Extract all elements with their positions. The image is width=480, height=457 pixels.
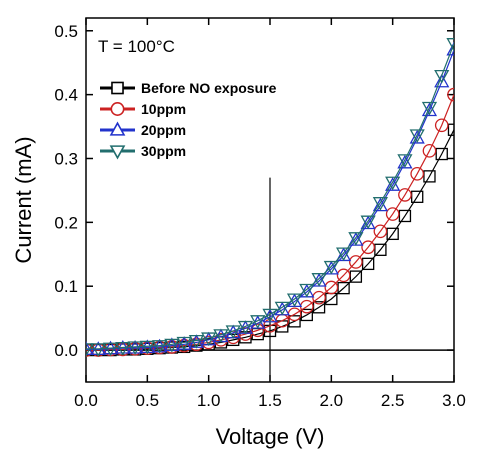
data-point — [374, 243, 387, 256]
data-point — [324, 280, 339, 295]
data-point — [127, 341, 143, 356]
legend-marker — [111, 81, 124, 95]
data-point — [312, 290, 326, 305]
data-point — [398, 209, 412, 223]
data-point — [434, 118, 449, 133]
x-tick-label: 1.5 — [258, 391, 282, 410]
data-point — [360, 215, 376, 230]
data-point — [102, 342, 119, 357]
data-point — [409, 129, 425, 144]
data-point — [397, 154, 413, 168]
data-point — [398, 188, 412, 202]
data-point — [410, 166, 425, 181]
data-point — [385, 176, 401, 191]
legend-item: 10ppm — [100, 101, 186, 117]
y-tick-label: 0.3 — [54, 149, 78, 168]
legend-item: Before NO exposure — [100, 80, 277, 96]
data-point — [263, 318, 277, 333]
x-tick-label: 2.5 — [381, 391, 405, 410]
data-point — [434, 73, 450, 88]
data-point — [372, 197, 389, 211]
y-tick-label: 0.2 — [54, 213, 78, 232]
data-point — [434, 69, 450, 84]
x-tick-label: 1.0 — [197, 391, 221, 410]
y-axis-label: Current (mA) — [11, 136, 36, 263]
data-point — [423, 170, 436, 183]
data-point — [411, 190, 424, 203]
data-point — [237, 320, 254, 335]
data-point — [188, 334, 205, 349]
data-point — [299, 283, 315, 298]
data-point — [164, 338, 180, 353]
legend-label: 10ppm — [141, 101, 186, 117]
series-3 — [86, 38, 454, 357]
data-point — [323, 260, 339, 275]
data-point — [139, 340, 155, 355]
x-axis-ticks: 0.0 0.5 1.0 1.5 2.0 2.5 3.0 — [74, 18, 466, 410]
y-tick-label: 0.5 — [54, 22, 78, 41]
legend-marker — [110, 102, 125, 116]
data-point — [447, 87, 454, 102]
data-point — [176, 336, 192, 351]
data-point — [422, 144, 437, 158]
data-point — [385, 207, 400, 221]
data-point — [201, 332, 217, 347]
data-point — [349, 270, 363, 283]
data-point — [311, 273, 327, 287]
data-point — [250, 315, 266, 329]
y-tick-label: 0.1 — [54, 277, 78, 296]
data-point — [274, 301, 290, 316]
data-point — [373, 224, 388, 239]
data-point — [286, 293, 303, 308]
data-point — [446, 41, 454, 56]
series-layer — [86, 38, 454, 357]
reference-lines — [86, 177, 454, 382]
data-point — [250, 323, 265, 338]
data-point — [335, 247, 352, 262]
data-point — [225, 325, 241, 340]
data-point — [115, 341, 131, 356]
data-point — [386, 227, 399, 241]
x-tick-label: 3.0 — [442, 391, 466, 410]
data-point — [262, 308, 278, 323]
data-point — [151, 340, 168, 354]
legend-item: 20ppm — [100, 121, 186, 138]
x-tick-label: 2.0 — [320, 391, 344, 410]
x-axis-label: Voltage (V) — [216, 424, 325, 449]
x-tick-label: 0.0 — [74, 391, 98, 410]
y-axis-ticks: 0.0 0.1 0.2 0.3 0.4 0.5 — [54, 22, 454, 360]
legend-marker — [109, 145, 126, 160]
data-point — [349, 255, 363, 269]
data-point — [446, 38, 454, 52]
x-tick-label: 0.5 — [136, 391, 160, 410]
data-point — [90, 343, 106, 357]
data-point — [361, 240, 375, 255]
data-point — [213, 329, 229, 343]
legend-label: 20ppm — [141, 122, 186, 138]
y-tick-label: 0.0 — [54, 341, 78, 360]
series-line — [86, 43, 454, 350]
data-point — [447, 123, 454, 136]
data-point — [86, 343, 94, 357]
y-tick-label: 0.4 — [54, 86, 78, 105]
data-point — [336, 268, 351, 283]
temperature-annotation: T = 100°C — [98, 37, 175, 56]
data-point — [348, 232, 364, 246]
data-point — [361, 257, 375, 271]
legend-label: 30ppm — [141, 143, 186, 159]
legend-marker — [109, 121, 126, 136]
legend-label: Before NO exposure — [141, 80, 277, 96]
series-line — [86, 49, 454, 351]
legend: Before NO exposure 10ppm 20ppm 30ppm — [100, 80, 277, 160]
series-line — [86, 129, 454, 351]
series-line — [86, 94, 454, 351]
data-point — [435, 147, 448, 161]
data-point — [421, 101, 438, 116]
legend-item: 30ppm — [100, 143, 186, 160]
